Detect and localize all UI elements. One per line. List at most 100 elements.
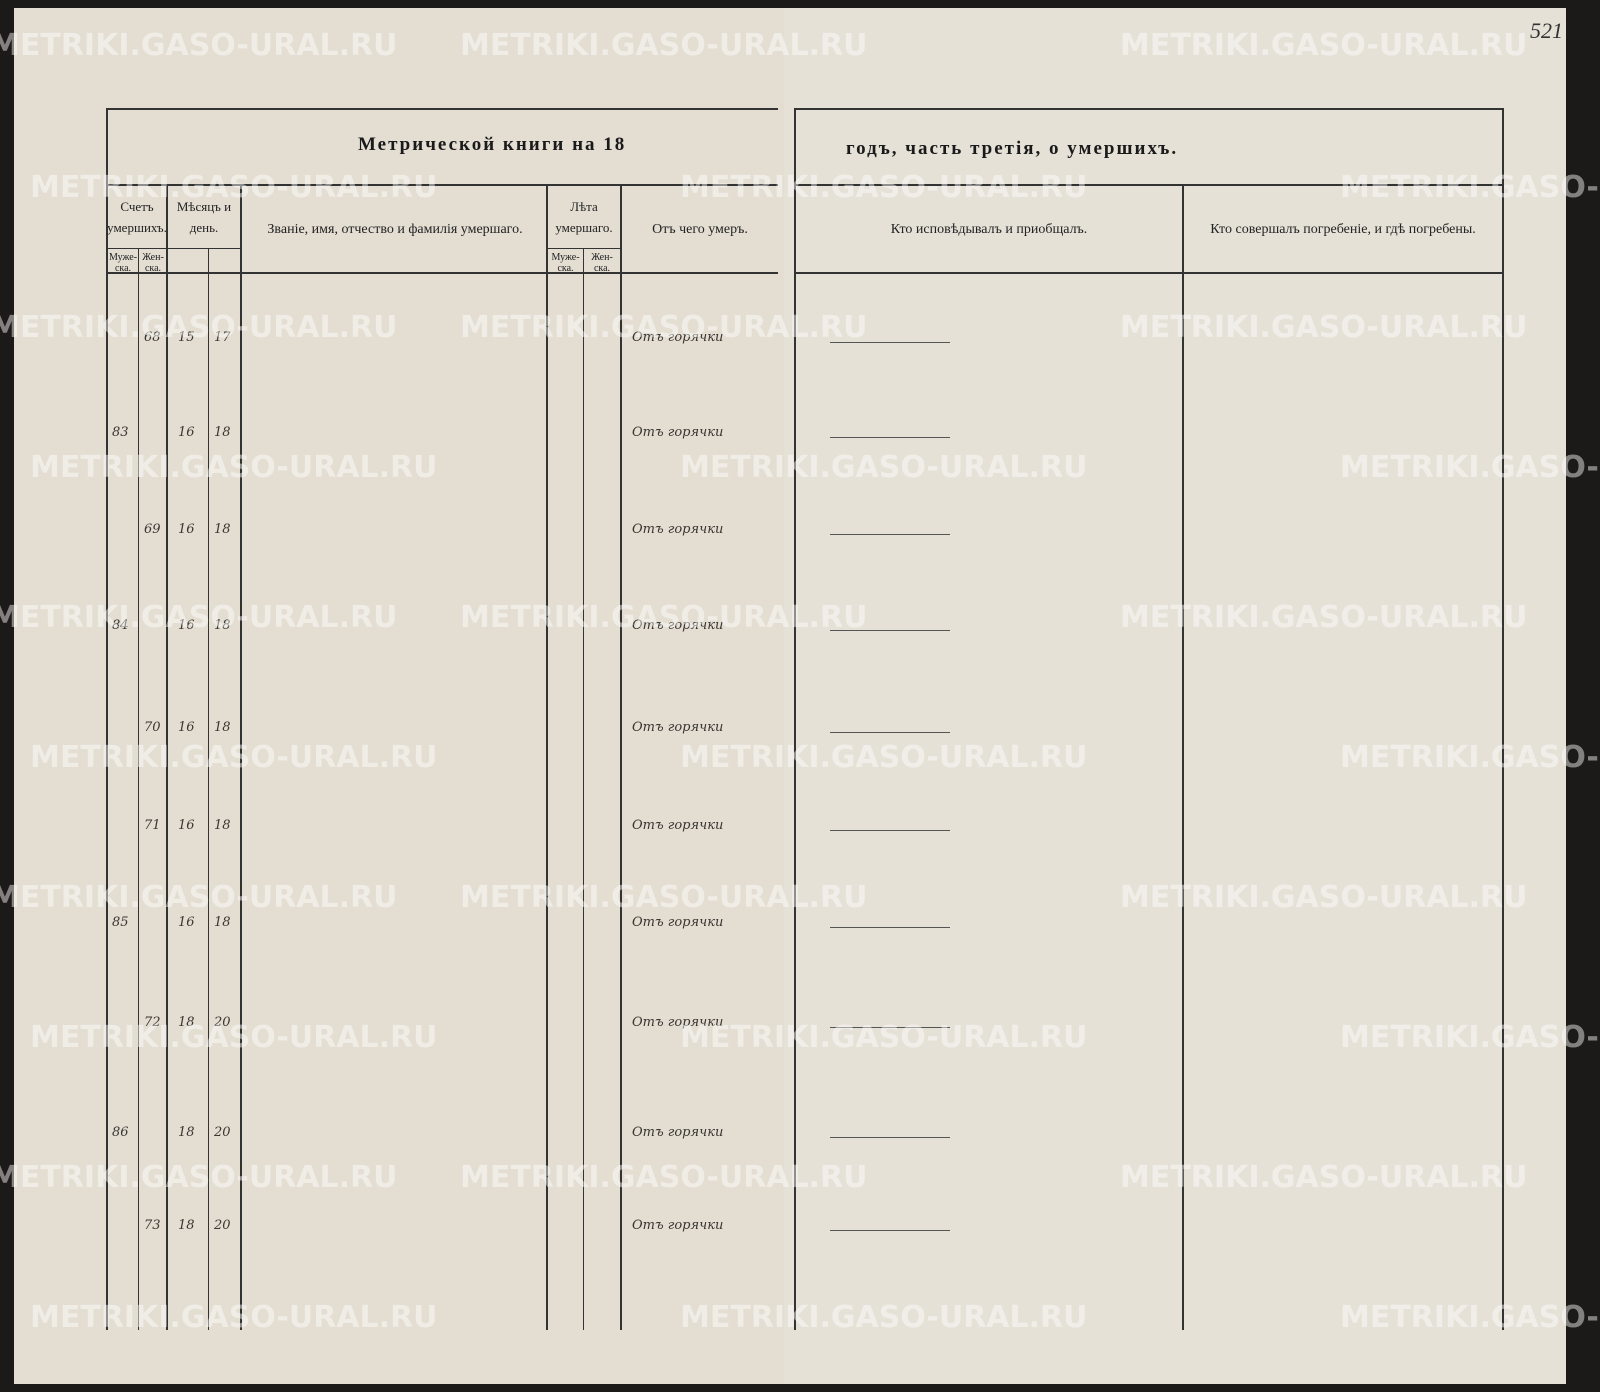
- month: 18: [178, 1125, 195, 1140]
- left-page: [14, 8, 784, 1384]
- watermark: METRIKI.GASO-URAL.RU: [1120, 28, 1528, 63]
- rule: [138, 248, 139, 1330]
- month: 16: [178, 618, 195, 633]
- rule: [240, 184, 242, 1330]
- header-count-female: Жен-ска.: [142, 252, 164, 274]
- count-female: 73: [144, 1218, 161, 1233]
- month: 16: [178, 818, 195, 833]
- cause: Отъ горячки: [632, 1015, 724, 1030]
- dash: [830, 830, 950, 831]
- day: 18: [214, 720, 231, 735]
- count-male: 85: [112, 915, 129, 930]
- count-female: 71: [144, 818, 161, 833]
- watermark: METRIKI.GASO-URAL.RU: [1340, 1020, 1600, 1055]
- header-confessor: Кто исповѣдывалъ и приобщалъ.: [890, 221, 1088, 237]
- rule: [106, 248, 240, 249]
- rule: [106, 184, 778, 186]
- watermark: METRIKI.GASO-URAL.RU: [30, 740, 438, 775]
- left-title: Метрической книги на 18: [358, 134, 627, 155]
- month: 15: [178, 330, 195, 345]
- month: 18: [178, 1218, 195, 1233]
- rule: [583, 248, 584, 1330]
- rule: [620, 184, 622, 1330]
- count-female: 72: [144, 1015, 161, 1030]
- watermark: METRIKI.GASO-URAL.RU: [1340, 740, 1600, 775]
- watermark: METRIKI.GASO-URAL.RU: [30, 450, 438, 485]
- day: 18: [214, 425, 231, 440]
- rule: [1182, 184, 1184, 1330]
- watermark: METRIKI.GASO-URAL.RU: [0, 310, 398, 345]
- watermark: METRIKI.GASO-URAL.RU: [1120, 1160, 1528, 1195]
- watermark: METRIKI.GASO-URAL.RU: [460, 600, 868, 635]
- watermark: METRIKI.GASO-URAL.RU: [1340, 170, 1600, 205]
- month: 16: [178, 522, 195, 537]
- watermark: METRIKI.GASO-URAL.RU: [1120, 310, 1528, 345]
- count-female: 69: [144, 522, 161, 537]
- watermark: METRIKI.GASO-URAL.RU: [1340, 450, 1600, 485]
- dash: [830, 1027, 950, 1028]
- watermark: METRIKI.GASO-URAL.RU: [460, 310, 868, 345]
- rule: [794, 108, 796, 1330]
- cause: Отъ горячки: [632, 720, 724, 735]
- header-count-male: Муже-ска.: [108, 252, 138, 274]
- header-age-female: Жен-ска.: [591, 252, 613, 274]
- watermark: METRIKI.GASO-URAL.RU: [30, 1020, 438, 1055]
- count-male: 86: [112, 1125, 129, 1140]
- count-female: 70: [144, 720, 161, 735]
- watermark: METRIKI.GASO-URAL.RU: [30, 1300, 438, 1335]
- header-burial: Кто совершалъ погребеніе, и гдѣ погребен…: [1210, 221, 1476, 237]
- day: 18: [214, 522, 231, 537]
- dash: [830, 630, 950, 631]
- watermark: METRIKI.GASO-URAL.RU: [680, 450, 1088, 485]
- count-male: 84: [112, 618, 129, 633]
- cause: Отъ горячки: [632, 330, 724, 345]
- watermark: METRIKI.GASO-URAL.RU: [460, 1160, 868, 1195]
- month: 16: [178, 425, 195, 440]
- page-number: 521: [1530, 18, 1563, 43]
- watermark: METRIKI.GASO-URAL.RU: [1340, 1300, 1600, 1335]
- dash: [830, 437, 950, 438]
- header-age-male: Муже-ска.: [551, 252, 580, 274]
- month: 18: [178, 1015, 195, 1030]
- cause: Отъ горячки: [632, 1125, 724, 1140]
- watermark: METRIKI.GASO-URAL.RU: [0, 1160, 398, 1195]
- watermark: METRIKI.GASO-URAL.RU: [1120, 600, 1528, 635]
- cause: Отъ горячки: [632, 1218, 724, 1233]
- watermark: METRIKI.GASO-URAL.RU: [680, 1300, 1088, 1335]
- dash: [830, 1230, 950, 1231]
- rule: [106, 108, 778, 110]
- rule: [794, 272, 1502, 274]
- day: 20: [214, 1218, 231, 1233]
- rule: [794, 108, 1502, 110]
- watermark: METRIKI.GASO-URAL.RU: [0, 880, 398, 915]
- rule: [106, 108, 108, 1330]
- header-date: Мѣсяцъ и день.: [176, 199, 232, 235]
- watermark: METRIKI.GASO-URAL.RU: [0, 28, 398, 63]
- watermark: METRIKI.GASO-URAL.RU: [680, 740, 1088, 775]
- header-count: Счетъ умершихъ.: [107, 199, 167, 235]
- dash: [830, 534, 950, 535]
- dash: [830, 732, 950, 733]
- month: 16: [178, 915, 195, 930]
- watermark: METRIKI.GASO-URAL.RU: [1120, 880, 1528, 915]
- cause: Отъ горячки: [632, 522, 724, 537]
- rule: [546, 184, 548, 1330]
- watermark: METRIKI.GASO-URAL.RU: [30, 170, 438, 205]
- rule: [166, 184, 168, 1330]
- rule: [208, 248, 209, 1330]
- month: 16: [178, 720, 195, 735]
- count-female: 68: [144, 330, 161, 345]
- right-title: годъ, часть третія, о умершихъ.: [846, 138, 1179, 159]
- day: 20: [214, 1015, 231, 1030]
- day: 20: [214, 1125, 231, 1140]
- count-male: 83: [112, 425, 129, 440]
- watermark: METRIKI.GASO-URAL.RU: [0, 600, 398, 635]
- rule: [106, 272, 778, 274]
- day: 18: [214, 818, 231, 833]
- rule: [1502, 108, 1504, 1330]
- cause: Отъ горячки: [632, 618, 724, 633]
- watermark: METRIKI.GASO-URAL.RU: [680, 170, 1088, 205]
- right-page: [784, 8, 1566, 1384]
- rule: [794, 184, 1502, 186]
